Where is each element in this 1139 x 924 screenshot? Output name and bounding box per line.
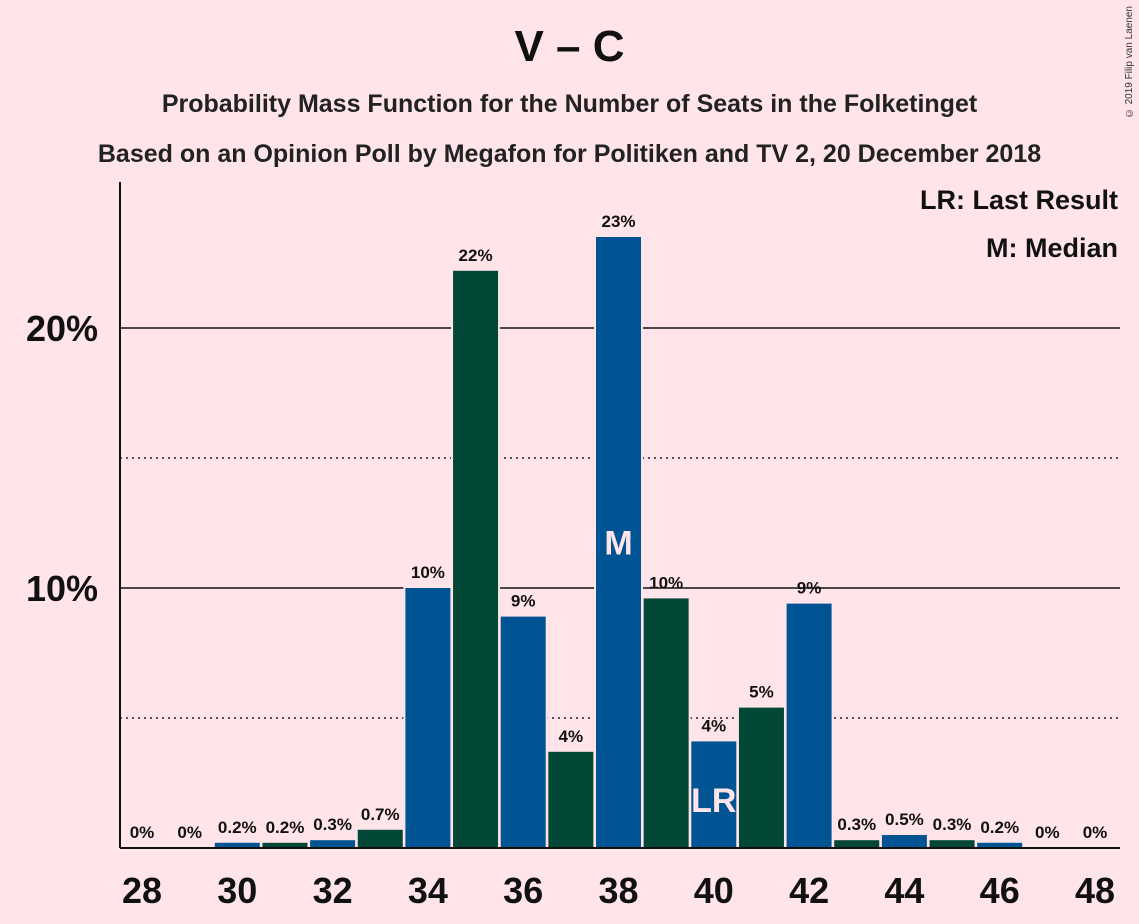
data-label: 0.2% xyxy=(980,818,1019,837)
x-tick-label: 42 xyxy=(789,870,829,911)
x-tick-label: 36 xyxy=(503,870,543,911)
data-label: 10% xyxy=(649,573,683,592)
bar-seat-31 xyxy=(262,842,308,848)
data-label: 0.5% xyxy=(885,810,924,829)
data-label: 0.2% xyxy=(266,818,305,837)
bar-seat-34 xyxy=(405,588,451,848)
x-tick-label: 32 xyxy=(313,870,353,911)
data-label: 0.2% xyxy=(218,818,257,837)
data-label: 0% xyxy=(130,823,155,842)
bar-seat-46 xyxy=(977,842,1023,848)
bar-seat-38 xyxy=(596,237,641,848)
data-label: 0% xyxy=(177,823,202,842)
bar-seat-30 xyxy=(214,842,260,848)
x-tick-label: 46 xyxy=(980,870,1020,911)
data-label: 10% xyxy=(411,563,445,582)
data-label: 4% xyxy=(559,727,584,746)
bar-seat-45 xyxy=(929,840,975,848)
chart-subtitle: Probability Mass Function for the Number… xyxy=(161,90,978,118)
median-marker: M xyxy=(604,525,632,563)
x-tick-label: 40 xyxy=(694,870,734,911)
x-tick-label: 28 xyxy=(122,870,162,911)
data-label: 0% xyxy=(1083,823,1108,842)
chart-title: V – C xyxy=(514,22,625,71)
bar-seat-44 xyxy=(881,835,927,848)
data-label: 4% xyxy=(702,716,727,735)
bar-seat-39 xyxy=(643,598,689,848)
x-tick-label: 30 xyxy=(217,870,257,911)
data-label: 5% xyxy=(749,683,774,702)
data-label: 0.3% xyxy=(837,815,876,834)
data-label: 0.3% xyxy=(933,815,972,834)
data-label: 0.3% xyxy=(313,815,352,834)
x-tick-label: 48 xyxy=(1075,870,1115,911)
bar-seat-43 xyxy=(834,840,880,848)
data-label: 9% xyxy=(511,592,536,611)
data-label: 0.7% xyxy=(361,805,400,824)
legend-median: M: Median xyxy=(986,233,1118,263)
bar-seat-40 xyxy=(691,741,737,848)
bar-seat-37 xyxy=(548,751,594,848)
bar-seat-33 xyxy=(357,829,403,848)
data-label: 9% xyxy=(797,579,822,598)
legend-last-result: LR: Last Result xyxy=(920,185,1118,215)
y-tick-label: 20% xyxy=(26,308,98,349)
bar-seat-35 xyxy=(453,270,499,848)
x-tick-label: 44 xyxy=(884,870,924,911)
x-tick-label: 34 xyxy=(408,870,448,911)
bar-seat-36 xyxy=(500,616,546,848)
data-label: 22% xyxy=(459,246,493,265)
last-result-marker: LR xyxy=(691,782,736,820)
bar-seat-41 xyxy=(738,707,784,848)
data-label: 0% xyxy=(1035,823,1060,842)
chart-source-line: Based on an Opinion Poll by Megafon for … xyxy=(97,140,1042,168)
data-label: 23% xyxy=(601,212,635,231)
bar-seat-32 xyxy=(310,840,356,848)
y-tick-label: 10% xyxy=(26,568,98,609)
x-tick-label: 38 xyxy=(598,870,638,911)
bar-seat-42 xyxy=(786,603,832,848)
